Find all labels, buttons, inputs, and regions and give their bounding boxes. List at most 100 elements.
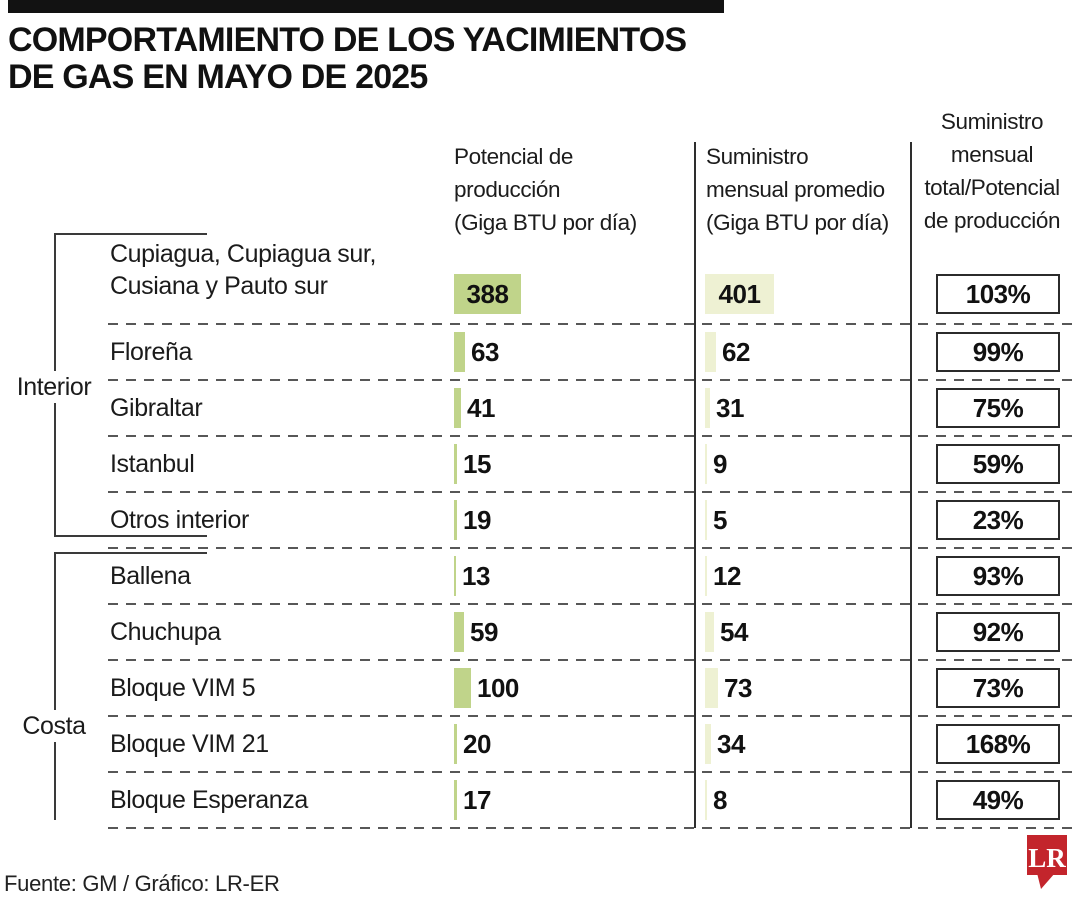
potencial-bar xyxy=(454,612,464,652)
lr-logo-tail xyxy=(1037,873,1055,889)
top-accent-bar xyxy=(8,0,724,13)
suministro-bar xyxy=(705,556,707,596)
row-separator xyxy=(108,435,1074,437)
suministro-value: 8 xyxy=(713,785,727,815)
potencial-bar xyxy=(454,724,457,764)
row-separator xyxy=(108,659,1074,661)
suministro-value: 31 xyxy=(716,393,744,423)
ratio-box: 73% xyxy=(936,668,1060,708)
group-label-interior: Interior xyxy=(6,371,102,403)
potencial-value: 13 xyxy=(462,561,490,591)
ratio-box: 93% xyxy=(936,556,1060,596)
ratio-box: 49% xyxy=(936,780,1060,820)
potencial-bar xyxy=(454,780,457,820)
column-header-suministro: Suministro mensual promedio (Giga BTU po… xyxy=(706,144,889,235)
row-separator xyxy=(108,491,1074,493)
ratio-value: 92% xyxy=(972,616,1024,647)
row-separator xyxy=(108,827,1074,829)
suministro-bar xyxy=(705,780,707,820)
page-title: COMPORTAMIENTO DE LOS YACIMIENTOS DE GAS… xyxy=(8,22,768,96)
interior-bracket-top xyxy=(54,233,207,235)
page-title-line2: DE GAS EN MAYO DE 2025 xyxy=(8,58,428,96)
lr-logo-square xyxy=(1027,835,1067,875)
costa-bracket-top xyxy=(54,552,207,554)
ratio-box: 103% xyxy=(936,274,1060,314)
suministro-value: 401 xyxy=(718,279,761,309)
row-label: Bloque VIM 21 xyxy=(110,730,269,758)
potencial-value: 100 xyxy=(477,673,519,703)
potencial-value: 41 xyxy=(467,393,495,423)
row-separator xyxy=(108,603,1074,605)
ratio-value: 23% xyxy=(972,504,1024,535)
row-separator xyxy=(108,771,1074,773)
row-label: Bloque VIM 5 xyxy=(110,674,256,702)
suministro-bar xyxy=(705,332,716,372)
lr-logo-text: LR xyxy=(1028,843,1066,873)
ratio-value: 168% xyxy=(965,728,1031,759)
suministro-value: 62 xyxy=(722,337,750,367)
column-header-ratio: Suministro mensual total/Potencial de pr… xyxy=(923,109,1061,233)
potencial-value: 59 xyxy=(470,617,498,647)
potencial-bar xyxy=(454,388,461,428)
group-label-costa: Costa xyxy=(6,710,102,742)
page-title-line1: COMPORTAMIENTO DE LOS YACIMIENTOS xyxy=(8,21,687,59)
potencial-value: 63 xyxy=(471,337,499,367)
suministro-bar xyxy=(705,274,774,314)
suministro-value: 9 xyxy=(713,449,727,479)
ratio-value: 73% xyxy=(972,672,1024,703)
row-separator xyxy=(108,379,1074,381)
potencial-bar xyxy=(454,332,465,372)
suministro-value: 73 xyxy=(724,673,752,703)
row-label: Gibraltar xyxy=(110,394,203,422)
row-label: Floreña xyxy=(110,338,192,366)
ratio-box: 59% xyxy=(936,444,1060,484)
suministro-bar xyxy=(705,612,714,652)
ratio-value: 103% xyxy=(965,278,1031,309)
row-label: Bloque Esperanza xyxy=(110,786,308,814)
suministro-bar xyxy=(705,500,707,540)
potencial-bar xyxy=(454,668,471,708)
row-label: Istanbul xyxy=(110,450,195,478)
ratio-box: 75% xyxy=(936,388,1060,428)
interior-bracket-bottom xyxy=(54,535,207,537)
ratio-box: 168% xyxy=(936,724,1060,764)
ratio-box: 92% xyxy=(936,612,1060,652)
column-header-potencial: Potencial de producción (Giga BTU por dí… xyxy=(454,144,637,235)
ratio-value: 59% xyxy=(972,448,1024,479)
lr-logo: LR xyxy=(1027,835,1067,889)
suministro-value: 5 xyxy=(713,505,727,535)
ratio-box: 23% xyxy=(936,500,1060,540)
potencial-bar xyxy=(454,274,521,314)
row-separator xyxy=(108,323,1074,325)
potencial-value: 19 xyxy=(463,505,491,535)
suministro-value: 34 xyxy=(717,729,745,759)
costa-bracket-line xyxy=(54,552,56,820)
potencial-value: 20 xyxy=(463,729,491,759)
potencial-value: 388 xyxy=(466,279,509,309)
row-separator xyxy=(108,547,1074,549)
column-divider-2 xyxy=(910,142,912,828)
ratio-value: 99% xyxy=(972,336,1024,367)
ratio-value: 75% xyxy=(972,392,1024,423)
row-label: Ballena xyxy=(110,562,191,590)
row-label: Otros interior xyxy=(110,506,249,534)
row-label: Cupiagua, Cupiagua sur, Cusiana y Pauto … xyxy=(110,240,376,300)
column-divider-1 xyxy=(694,142,696,828)
suministro-bar xyxy=(705,444,707,484)
ratio-box: 99% xyxy=(936,332,1060,372)
suministro-value: 12 xyxy=(713,561,741,591)
source-credit: Fuente: GM / Gráfico: LR-ER xyxy=(4,871,280,896)
potencial-bar xyxy=(454,500,457,540)
suministro-value: 54 xyxy=(720,617,748,647)
row-separator xyxy=(108,715,1074,717)
row-label: Chuchupa xyxy=(110,618,221,646)
ratio-value: 93% xyxy=(972,560,1024,591)
suministro-bar xyxy=(705,388,710,428)
potencial-bar xyxy=(454,444,457,484)
ratio-value: 49% xyxy=(972,784,1024,815)
suministro-bar xyxy=(705,668,718,708)
potencial-value: 17 xyxy=(463,785,491,815)
potencial-value: 15 xyxy=(463,449,491,479)
suministro-bar xyxy=(705,724,711,764)
